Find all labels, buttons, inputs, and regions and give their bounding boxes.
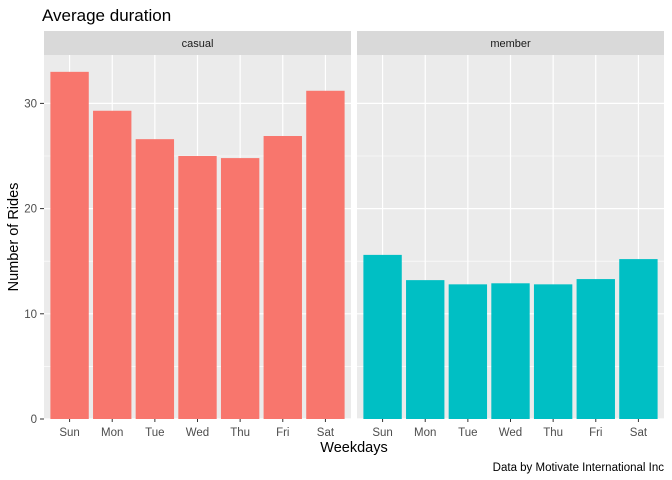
caption: Data by Motivate International Inc <box>493 462 665 474</box>
bar-member-wed <box>491 283 530 419</box>
bar-casual-wed <box>178 155 217 420</box>
bar-casual-thu <box>220 158 260 419</box>
facet-casual: casual Sun Mon Tue Wed Thu Fri Sat <box>44 31 351 439</box>
bar-member-sat <box>619 259 658 419</box>
bar-member-tue <box>448 284 488 419</box>
facet-label: member <box>490 38 531 50</box>
bar-member-fri <box>576 279 615 419</box>
facet-label: casual <box>182 38 214 50</box>
facet-strip <box>357 31 664 55</box>
y-tick-label: 10 <box>24 309 37 321</box>
y-tick-label: 30 <box>24 98 37 110</box>
x-tick-label: Mon <box>101 427 123 439</box>
x-tick-label: Mon <box>414 427 436 439</box>
x-tick-label: Wed <box>186 427 209 439</box>
facet-strip <box>44 31 351 55</box>
x-tick-label: Fri <box>589 427 602 439</box>
y-axis: 0 10 20 30 <box>24 98 44 426</box>
bar-member-thu <box>533 284 573 419</box>
bar-casual-mon <box>93 110 132 419</box>
x-tick-label: Sat <box>630 427 648 439</box>
bar-casual-sun <box>50 71 89 419</box>
x-tick-label: Thu <box>230 427 250 439</box>
x-tick-label: Tue <box>458 427 477 439</box>
bar-casual-fri <box>263 136 302 419</box>
bars <box>363 254 658 419</box>
x-axis: Sun Mon Tue Wed Thu Fri Sat <box>59 419 335 439</box>
y-tick-label: 20 <box>24 204 37 216</box>
x-tick-label: Sun <box>59 427 79 439</box>
x-axis-title: Weekdays <box>320 440 387 456</box>
x-tick-label: Tue <box>145 427 164 439</box>
x-tick-label: Sun <box>372 427 392 439</box>
x-tick-label: Thu <box>543 427 563 439</box>
x-tick-label: Wed <box>499 427 522 439</box>
facet-member: member Sun Mon Tue Wed Thu Fri Sat <box>357 31 664 439</box>
x-tick-label: Fri <box>276 427 289 439</box>
bar-member-sun <box>363 254 402 419</box>
chart-title: Average duration <box>42 6 171 25</box>
y-tick-label: 0 <box>31 414 37 426</box>
y-axis-title: Number of Rides <box>6 183 22 292</box>
bar-casual-sat <box>306 90 345 419</box>
bars <box>50 71 345 420</box>
bar-member-mon <box>406 280 445 419</box>
x-axis: Sun Mon Tue Wed Thu Fri Sat <box>372 419 648 439</box>
bar-casual-tue <box>135 139 175 419</box>
x-tick-label: Sat <box>317 427 335 439</box>
